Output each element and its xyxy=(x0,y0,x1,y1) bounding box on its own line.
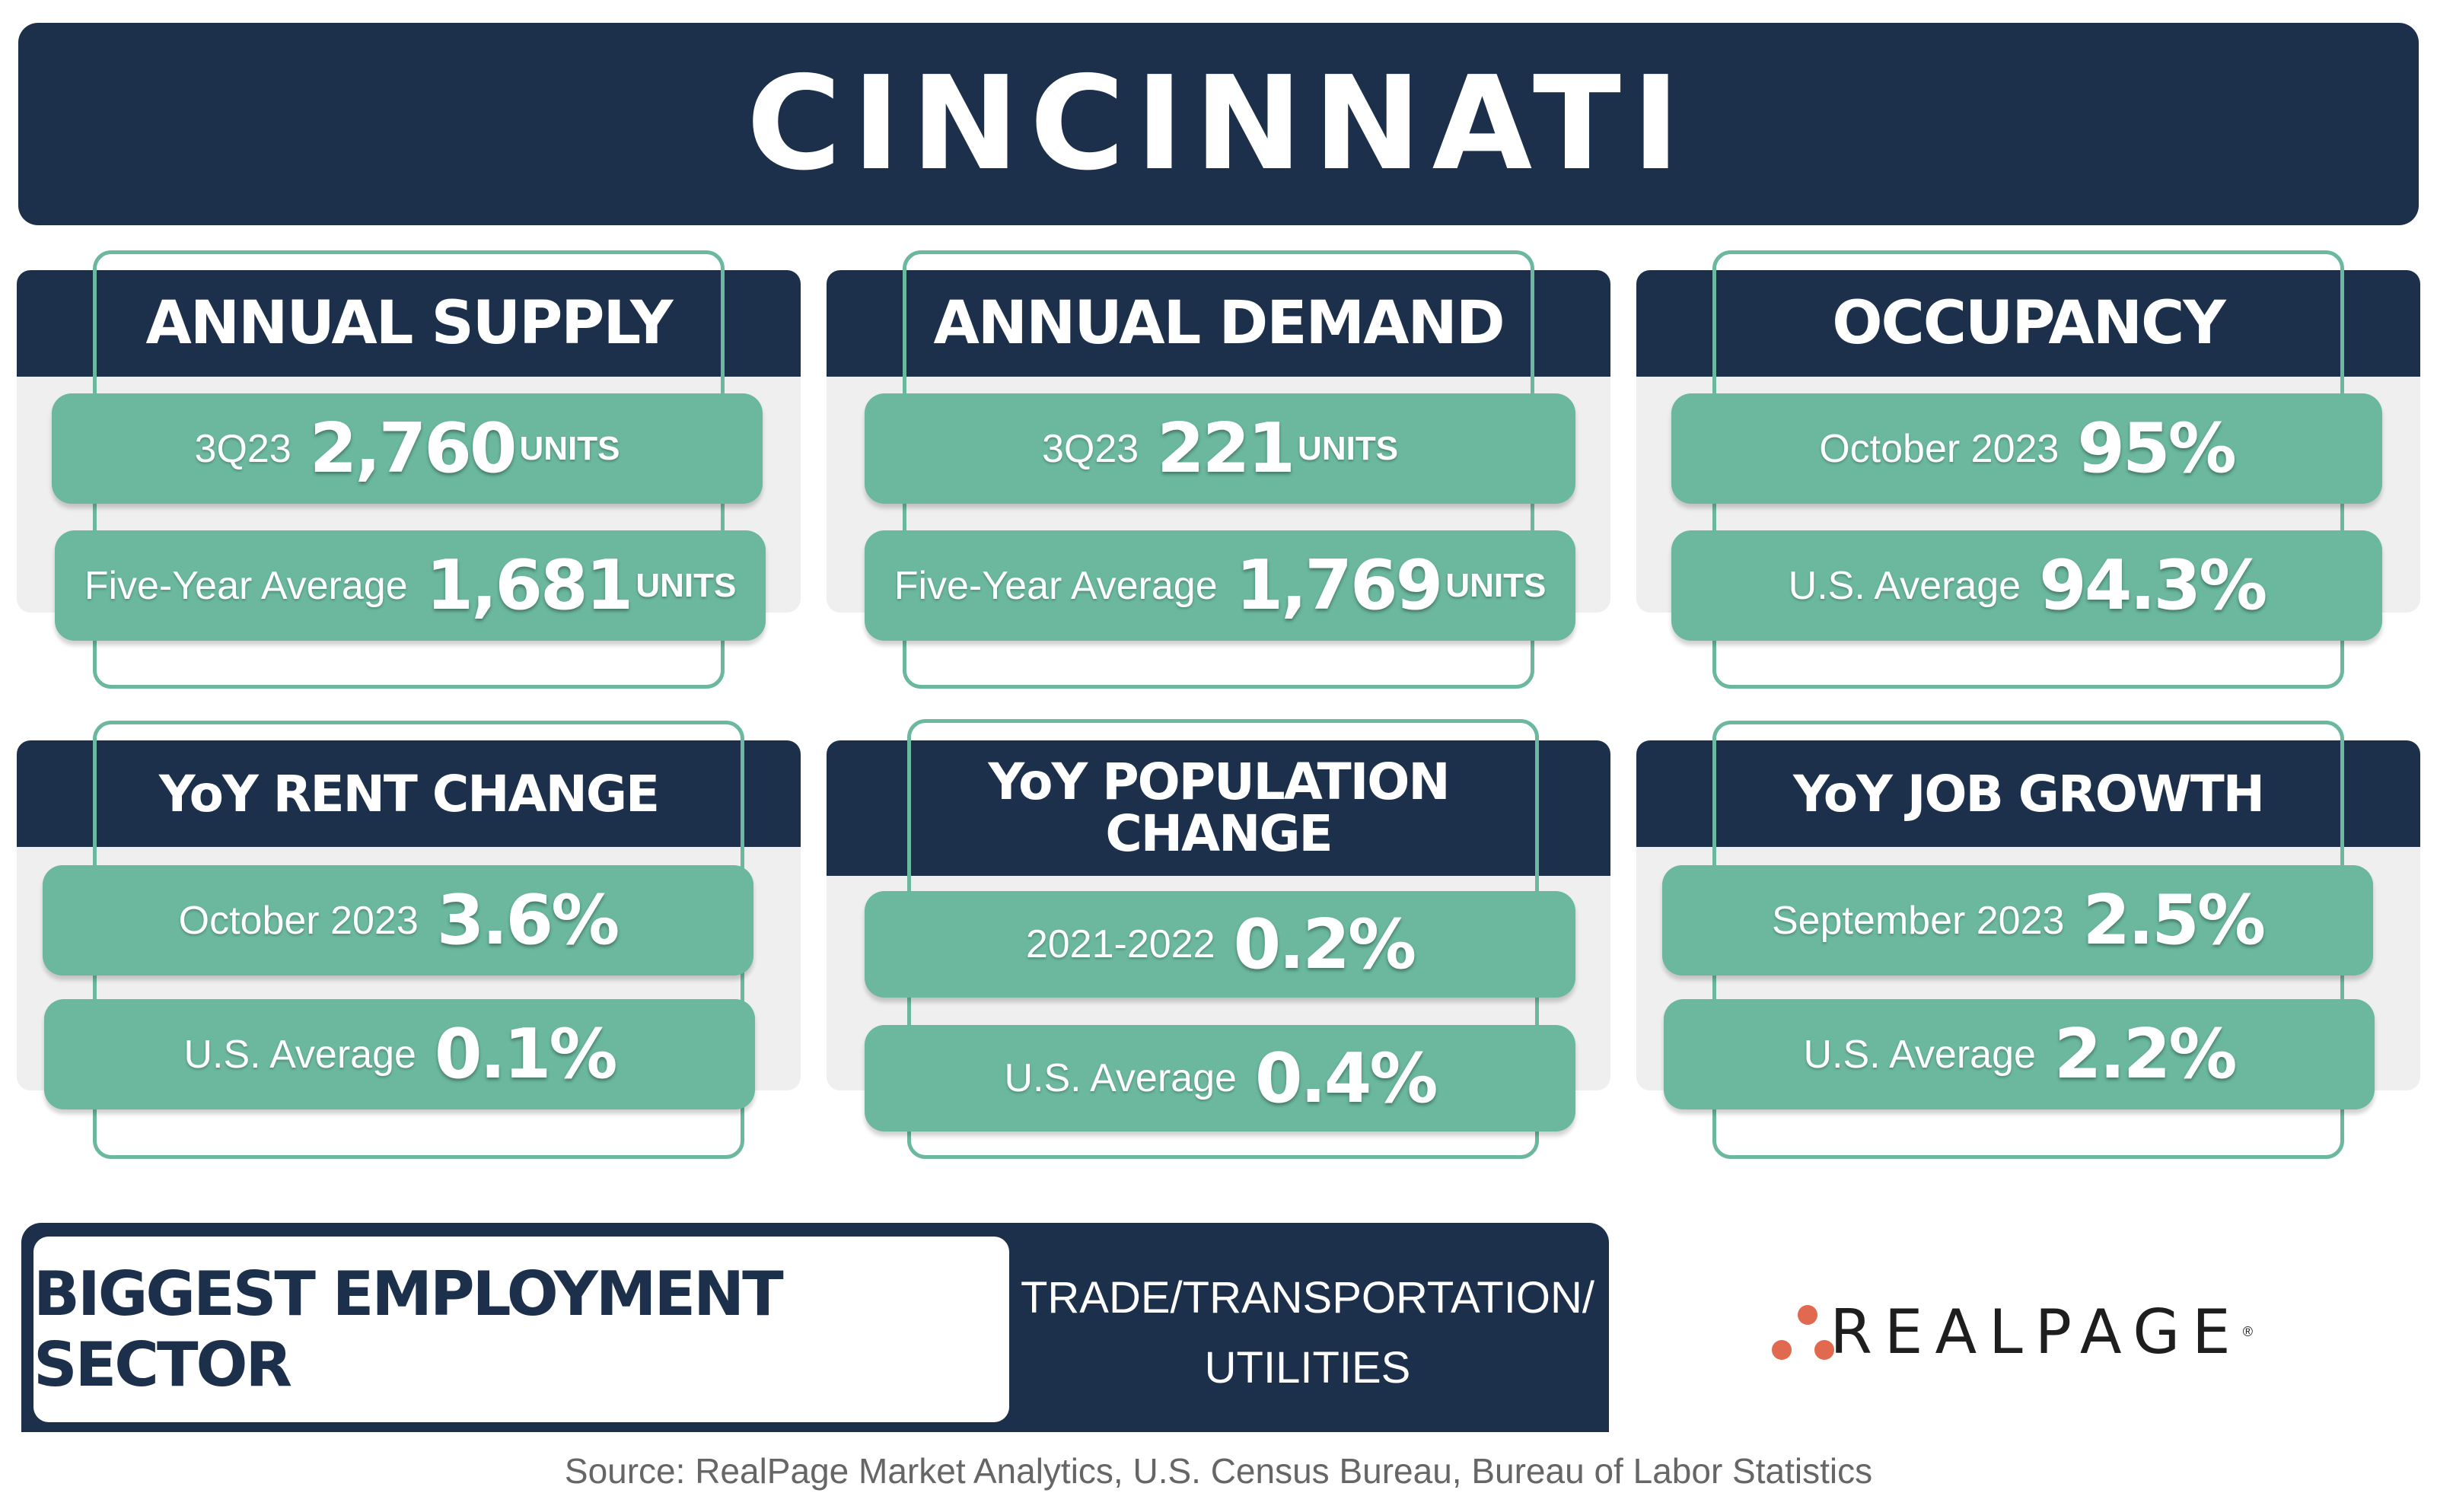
stat-label: U.S. Average xyxy=(1788,563,2021,608)
card-header: OCCUPANCY xyxy=(1636,270,2420,377)
stat-value: 3.6% xyxy=(436,880,620,960)
stat-value: 0.4% xyxy=(1254,1038,1438,1119)
occupancy-card: OCCUPANCY October 2023 95% U.S. Average … xyxy=(1636,250,2420,696)
stat-label: U.S. Average xyxy=(1004,1056,1237,1100)
stat-pill: U.S. Average 2.2% xyxy=(1664,999,2375,1109)
stat-label: U.S. Average xyxy=(183,1032,416,1077)
stat-label: Five-Year Average xyxy=(84,563,408,608)
stat-unit: UNITS xyxy=(1298,429,1399,467)
stat-unit: UNITS xyxy=(519,429,620,467)
card-header: YoY RENT CHANGE xyxy=(17,740,801,847)
stat-pill: U.S. Average 94.3% xyxy=(1671,530,2382,641)
stat-unit: UNITS xyxy=(1445,566,1547,604)
stat-label: 2021-2022 xyxy=(1025,922,1215,966)
logo-wordmark: REALPAGE xyxy=(1830,1296,2243,1367)
page-title: CINCINNATI xyxy=(746,49,1691,199)
yoy-job-growth-card: YoY JOB GROWTH September 2023 2.5% U.S. … xyxy=(1636,721,2420,1167)
stat-pill: 3Q23 2,760 UNITS xyxy=(52,393,763,504)
stat-value: 1,681 xyxy=(425,546,634,625)
stat-value: 94.3% xyxy=(2039,546,2267,625)
stat-pill: U.S. Average 0.4% xyxy=(865,1025,1575,1132)
card-heading: OCCUPANCY xyxy=(1832,289,2226,358)
employment-sector-panel: BIGGEST EMPLOYMENT SECTOR TRADE/TRANSPOR… xyxy=(21,1223,1609,1432)
stat-label: October 2023 xyxy=(178,898,419,943)
logo-dots-icon xyxy=(1766,1297,1834,1366)
stat-value: 221 xyxy=(1157,409,1295,489)
stat-value: 2,760 xyxy=(309,409,518,489)
stat-value: 1,769 xyxy=(1235,546,1444,625)
card-header: YoY JOB GROWTH xyxy=(1636,740,2420,847)
stat-unit: UNITS xyxy=(636,566,737,604)
card-heading: YoY JOB GROWTH xyxy=(1793,764,2265,823)
stat-label: September 2023 xyxy=(1771,898,2065,943)
yoy-population-change-card: YoY POPULATION CHANGE 2021-2022 0.2% U.S… xyxy=(827,719,1610,1167)
annual-demand-card: ANNUAL DEMAND 3Q23 221 UNITS Five-Year A… xyxy=(827,250,1610,696)
stat-pill: 3Q23 221 UNITS xyxy=(865,393,1575,504)
stat-label: October 2023 xyxy=(1819,426,2060,471)
card-heading: ANNUAL SUPPLY xyxy=(145,289,674,358)
stat-label: U.S. Average xyxy=(1803,1032,2036,1077)
stat-label: Five-Year Average xyxy=(894,563,1218,608)
stat-pill: Five-Year Average 1,681 UNITS xyxy=(55,530,766,641)
card-header: YoY POPULATION CHANGE xyxy=(827,740,1610,876)
card-heading: ANNUAL DEMAND xyxy=(933,289,1505,358)
card-heading: YoY RENT CHANGE xyxy=(158,764,660,823)
stat-label: 3Q23 xyxy=(194,426,291,471)
annual-supply-card: ANNUAL SUPPLY 3Q23 2,760 UNITS Five-Year… xyxy=(17,250,801,696)
stat-value: 0.1% xyxy=(434,1014,618,1094)
stat-value: 2.5% xyxy=(2082,880,2266,960)
employment-sector-value-line1: TRADE/TRANSPORTATION/ xyxy=(1020,1273,1595,1323)
employment-sector-value: TRADE/TRANSPORTATION/ UTILITIES xyxy=(1018,1246,1597,1421)
stat-label: 3Q23 xyxy=(1041,426,1139,471)
employment-sector-label-box: BIGGEST EMPLOYMENT SECTOR xyxy=(33,1237,1009,1422)
stat-value: 2.2% xyxy=(2053,1014,2238,1094)
stat-pill: 2021-2022 0.2% xyxy=(865,891,1575,998)
stat-pill: October 2023 95% xyxy=(1671,393,2382,504)
stat-pill: U.S. Average 0.1% xyxy=(44,999,755,1109)
card-heading-line2: CHANGE xyxy=(1105,804,1333,863)
card-header: ANNUAL DEMAND xyxy=(827,270,1610,377)
stat-pill: September 2023 2.5% xyxy=(1662,865,2373,976)
logo-registered-mark: ® xyxy=(2242,1323,2253,1339)
card-header: ANNUAL SUPPLY xyxy=(17,270,801,377)
source-note: Source: RealPage Market Analytics, U.S. … xyxy=(564,1451,1873,1491)
stat-value: 95% xyxy=(2077,409,2236,489)
employment-sector-value-line2: UTILITIES xyxy=(1204,1343,1411,1393)
card-heading-line1: YoY POPULATION xyxy=(988,753,1450,811)
stat-value: 0.2% xyxy=(1233,904,1417,985)
realpage-logo: REALPAGE ® xyxy=(1766,1286,2253,1377)
stat-pill: Five-Year Average 1,769 UNITS xyxy=(865,530,1575,641)
yoy-rent-change-card: YoY RENT CHANGE October 2023 3.6% U.S. A… xyxy=(17,721,801,1167)
title-banner: CINCINNATI xyxy=(18,23,2419,225)
employment-sector-label: BIGGEST EMPLOYMENT SECTOR xyxy=(33,1259,784,1400)
stat-pill: October 2023 3.6% xyxy=(43,865,753,976)
